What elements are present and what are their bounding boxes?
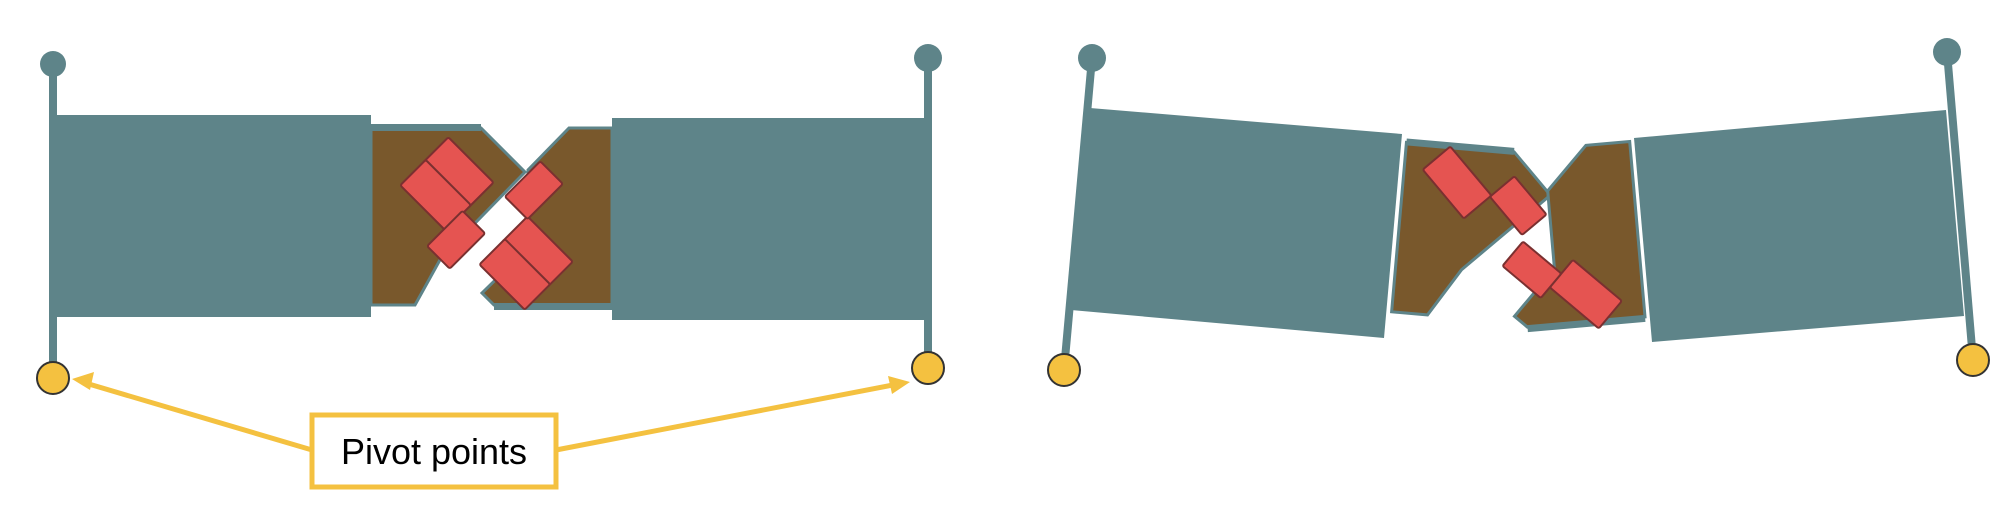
anchor-knob-icon xyxy=(40,51,66,77)
arrow-head-icon xyxy=(888,376,910,394)
left-rail-bottom xyxy=(494,303,612,310)
right-hinge-b xyxy=(1502,241,1623,329)
anchor-knob-icon xyxy=(1078,44,1106,72)
pivot-callout: Pivot points xyxy=(72,372,910,490)
pivot-icon xyxy=(36,361,70,395)
right-plank-a xyxy=(1071,108,1402,338)
left-plank-b xyxy=(612,118,928,320)
left-hinge-x xyxy=(399,136,574,311)
anchor-knob-icon xyxy=(1933,38,1961,66)
anchor-knob-icon xyxy=(914,44,942,72)
pivot-icon xyxy=(911,351,945,385)
right-rod-right xyxy=(1943,51,1977,361)
right-plank-b xyxy=(1634,110,1964,342)
right-assembly xyxy=(1047,38,1990,387)
right-rail-bottom xyxy=(1527,314,1646,333)
callout-label: Pivot points xyxy=(341,431,527,472)
arrow-head-icon xyxy=(72,372,94,390)
right-rail-top xyxy=(1406,138,1515,155)
callout-line-right xyxy=(555,381,899,453)
pivot-icon xyxy=(1956,343,1990,377)
callout-box xyxy=(309,412,559,490)
callout-line-left xyxy=(81,379,313,453)
right-hinge-a xyxy=(1422,146,1547,236)
left-plank-a xyxy=(55,115,371,317)
right-rod-left xyxy=(1060,57,1096,371)
left-assembly xyxy=(36,44,945,395)
pivot-icon xyxy=(1047,353,1081,387)
left-rail-top xyxy=(371,124,481,131)
